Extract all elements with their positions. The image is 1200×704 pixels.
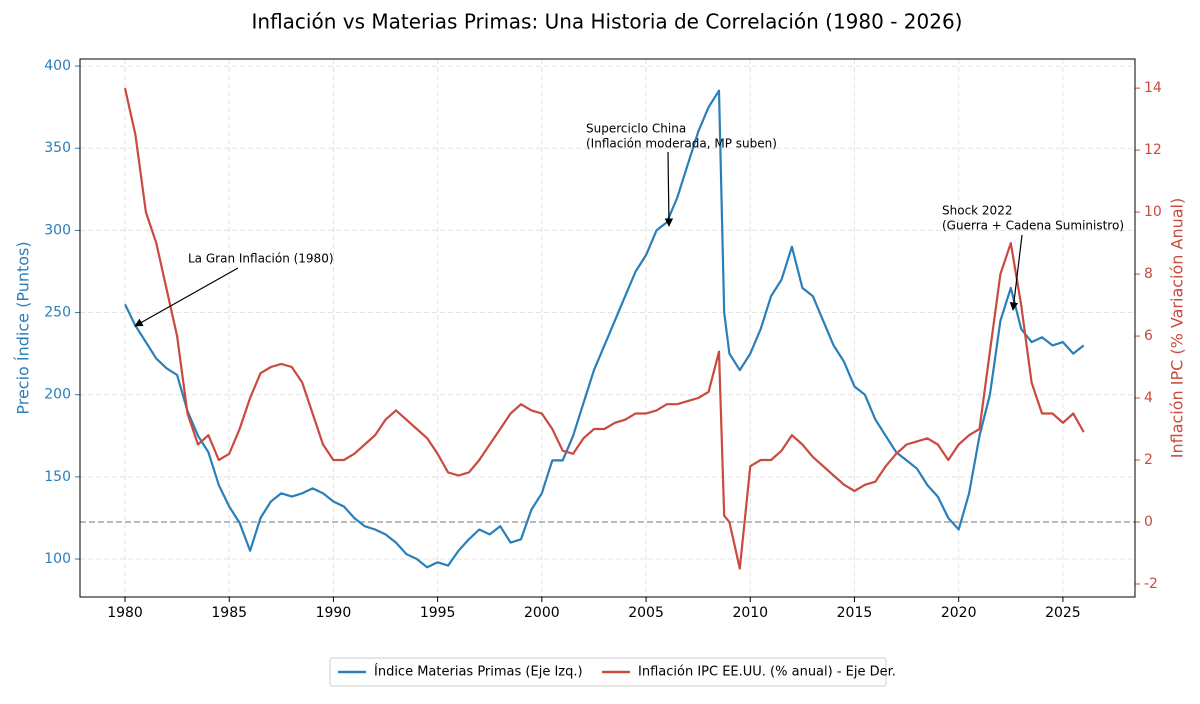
y-tick-label: 250 [44,305,71,321]
legend-label: Inflación IPC EE.UU. (% anual) - Eje Der… [638,665,896,680]
y2-tick-label: 12 [1144,142,1162,158]
x-tick-label: 2010 [732,605,768,621]
y2-axis-label: Inflación IPC (% Variación Anual) [1168,198,1187,458]
annotation-text: La Gran Inflación (1980) [188,252,334,266]
y2-tick-label: 14 [1144,80,1162,96]
annotation-arrow [1009,234,1023,311]
x-tick-label: 2005 [628,605,664,621]
annotation-text: (Inflación moderada, MP suben) [586,137,777,151]
x-tick-label: 2025 [1045,605,1081,621]
y2-tick-label: 4 [1144,390,1153,406]
y2-tick-label: 8 [1144,266,1153,282]
legend-label: Índice Materias Primas (Eje Izq.) [374,664,583,680]
chart-title: Inflación vs Materias Primas: Una Histor… [252,10,963,34]
y2-tick-label: 10 [1144,204,1162,220]
x-tick-label: 2020 [941,605,977,621]
plot-frame [79,58,1136,598]
x-tick-label: 1980 [107,605,143,621]
annotation-arrow [664,151,674,227]
annotation-arrow [134,267,239,327]
data-line [123,87,1085,570]
annotation-text: (Guerra + Cadena Suministro) [942,219,1124,233]
y2-tick-label: 6 [1144,328,1153,344]
x-tick-label: 1995 [420,605,456,621]
y-tick-label: 100 [44,551,71,567]
x-tick-label: 2015 [837,605,873,621]
x-tick-label: 1985 [211,605,247,621]
data-line [124,89,1085,569]
y2-tick-label: 0 [1144,514,1153,530]
x-tick-label: 2000 [524,605,560,621]
y-tick-label: 300 [44,222,71,238]
y-tick-label: 400 [44,58,71,74]
x-tick-label: 1990 [316,605,352,621]
y-tick-label: 350 [44,140,71,156]
y2-tick-label: -2 [1144,576,1158,592]
y-axis-label: Precio Índice (Puntos) [14,241,33,414]
annotation-text: Superciclo China [586,122,686,136]
y-tick-label: 200 [44,387,71,403]
y2-tick-label: 2 [1144,452,1153,468]
y-tick-label: 150 [44,469,71,485]
annotation-text: Shock 2022 [942,204,1012,218]
